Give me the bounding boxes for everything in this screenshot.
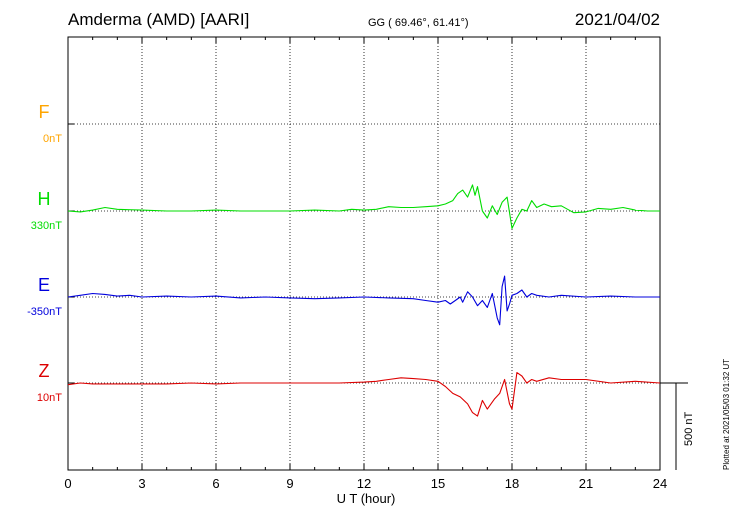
x-tick-label: 9	[286, 476, 293, 491]
series-E-offset: -350nT	[27, 306, 62, 318]
scale-bar: 500 nT	[660, 382, 695, 470]
series-Z-line	[67, 372, 661, 417]
scale-bar-label: 500 nT	[683, 411, 695, 446]
x-tick-label: 3	[138, 476, 145, 491]
x-tick-labels: 0 3 6 9 12 15 18 21 24	[64, 476, 667, 491]
grid	[68, 37, 660, 470]
series-E-line	[67, 275, 660, 326]
series-labels: F 0nT H 330nT E -350nT Z 10nT	[27, 102, 62, 404]
plotted-at-note: Plotted at 2021/05/03 01:32 UT	[722, 358, 730, 470]
x-tick-label: 0	[64, 476, 71, 491]
x-tick-label: 12	[357, 476, 371, 491]
x-axis-label: U T (hour)	[337, 491, 396, 506]
x-tick-label: 24	[653, 476, 667, 491]
series-H-line	[67, 184, 660, 229]
series-Z-offset: 10nT	[37, 392, 62, 404]
x-tick-label: 21	[579, 476, 593, 491]
x-tick-label: 15	[431, 476, 445, 491]
x-tick-label: 18	[505, 476, 519, 491]
series-H-name: H	[38, 189, 51, 209]
series-Z-name: Z	[39, 361, 50, 381]
x-tick-label: 6	[212, 476, 219, 491]
date-label: 2021/04/02	[574, 10, 660, 29]
series-E-name: E	[38, 275, 50, 295]
series-lines	[67, 184, 661, 417]
series-F-name: F	[39, 102, 50, 122]
coordinates: GG ( 69.46°, 61.41°)	[368, 17, 469, 29]
series-F-offset: 0nT	[43, 133, 62, 145]
series-H-offset: 330nT	[31, 220, 62, 232]
station-title: Amderma (AMD) [AARI]	[68, 10, 250, 29]
